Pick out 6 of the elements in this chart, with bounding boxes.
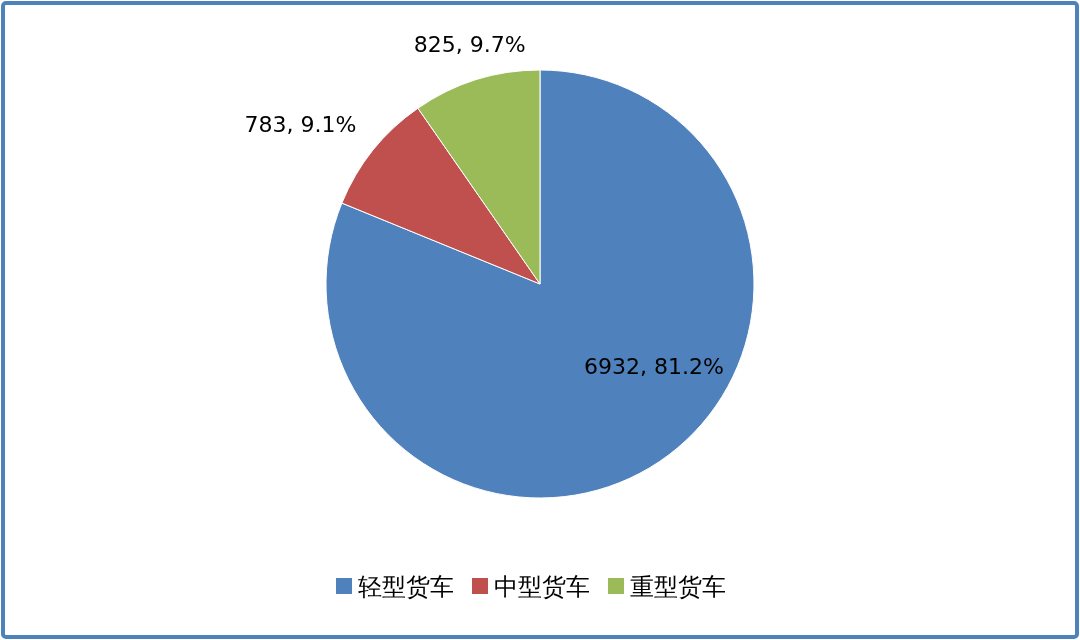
legend-label: 轻型货车: [358, 573, 454, 601]
data-label: 6932, 81.2%: [584, 354, 724, 380]
legend-label: 中型货车: [494, 573, 590, 601]
data-label: 825, 9.7%: [413, 31, 526, 57]
legend-label: 重型货车: [630, 573, 726, 601]
data-label: 783, 9.1%: [244, 111, 357, 137]
